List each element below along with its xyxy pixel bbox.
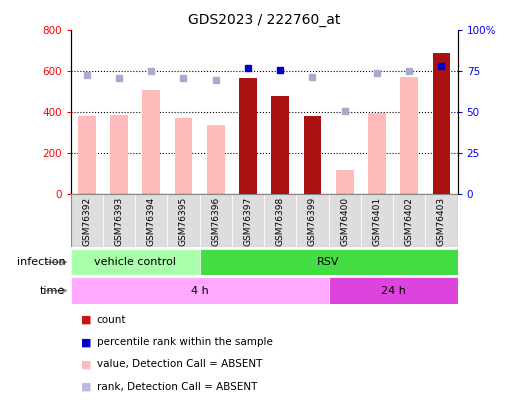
Text: percentile rank within the sample: percentile rank within the sample (97, 337, 272, 347)
Text: count: count (97, 315, 126, 325)
Text: 4 h: 4 h (191, 286, 209, 296)
Text: ■: ■ (81, 360, 92, 369)
Text: ■: ■ (81, 382, 92, 392)
Text: GSM76402: GSM76402 (405, 197, 414, 246)
Title: GDS2023 / 222760_at: GDS2023 / 222760_at (188, 13, 340, 27)
Text: GSM76400: GSM76400 (340, 197, 349, 246)
Text: GSM76403: GSM76403 (437, 197, 446, 246)
Text: GSM76392: GSM76392 (82, 197, 91, 246)
Text: time: time (40, 286, 65, 296)
Bar (110, 115, 128, 194)
Text: GSM76398: GSM76398 (276, 197, 285, 246)
Bar (328, 277, 458, 304)
Text: 24 h: 24 h (381, 286, 405, 296)
Text: GSM76399: GSM76399 (308, 197, 317, 246)
Bar (142, 90, 160, 194)
Text: GSM76397: GSM76397 (244, 197, 253, 246)
Bar (71, 277, 328, 304)
Text: GSM76396: GSM76396 (211, 197, 220, 246)
Text: GSM76401: GSM76401 (372, 197, 381, 246)
Bar (368, 113, 386, 194)
Text: ■: ■ (81, 315, 92, 325)
Bar (200, 194, 232, 247)
Text: ■: ■ (81, 337, 92, 347)
Bar (103, 194, 135, 247)
Text: rank, Detection Call = ABSENT: rank, Detection Call = ABSENT (97, 382, 257, 392)
Bar (336, 170, 354, 194)
Bar (167, 194, 200, 247)
Bar (200, 249, 458, 275)
Bar (271, 96, 289, 194)
Text: value, Detection Call = ABSENT: value, Detection Call = ABSENT (97, 360, 262, 369)
Bar (361, 194, 393, 247)
Text: GSM76395: GSM76395 (179, 197, 188, 246)
Text: infection: infection (17, 257, 65, 267)
Bar (207, 125, 224, 194)
Bar (135, 194, 167, 247)
Bar (264, 194, 297, 247)
Bar (232, 194, 264, 247)
Bar (393, 194, 425, 247)
Bar (78, 117, 96, 194)
Bar (239, 77, 257, 194)
Text: RSV: RSV (317, 257, 340, 267)
Bar (328, 194, 361, 247)
Bar (304, 117, 321, 194)
Bar (401, 77, 418, 194)
Bar (433, 53, 450, 194)
Bar (71, 249, 200, 275)
Bar (71, 194, 103, 247)
Text: GSM76394: GSM76394 (147, 197, 156, 246)
Bar (425, 194, 458, 247)
Bar (297, 194, 328, 247)
Bar (175, 117, 192, 194)
Text: vehicle control: vehicle control (94, 257, 176, 267)
Text: GSM76393: GSM76393 (115, 197, 123, 246)
